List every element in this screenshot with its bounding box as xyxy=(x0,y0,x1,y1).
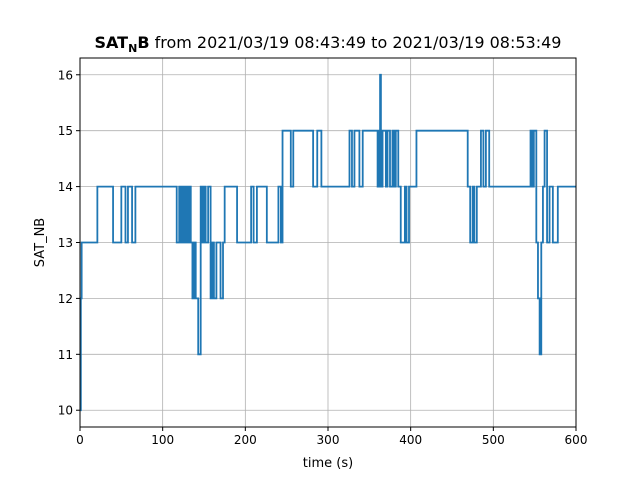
y-tick-label: 10 xyxy=(58,404,73,418)
x-tick-label: 500 xyxy=(482,433,505,447)
y-axis-label: SAT_NB xyxy=(33,218,48,267)
chart-title-prefix: SAT xyxy=(95,33,129,52)
x-tick-label: 600 xyxy=(565,433,588,447)
x-tick-label: 0 xyxy=(76,433,84,447)
y-tick-label: 11 xyxy=(58,348,73,362)
chart-title-subscript: N xyxy=(128,42,137,55)
y-tick-label: 16 xyxy=(58,68,73,82)
chart-title-rest: from 2021/03/19 08:43:49 to 2021/03/19 0… xyxy=(150,33,562,52)
chart-title-suffix: B xyxy=(137,33,149,52)
chart-title: SATNB from 2021/03/19 08:43:49 to 2021/0… xyxy=(95,33,562,55)
y-tick-label: 12 xyxy=(58,292,73,306)
x-tick-label: 300 xyxy=(317,433,340,447)
y-tick-label: 13 xyxy=(58,236,73,250)
x-tick-label: 200 xyxy=(234,433,257,447)
x-axis-label: time (s) xyxy=(303,456,353,471)
y-tick-label: 14 xyxy=(58,180,73,194)
x-tick-label: 400 xyxy=(399,433,422,447)
y-tick-label: 15 xyxy=(58,124,73,138)
x-tick-label: 100 xyxy=(151,433,174,447)
